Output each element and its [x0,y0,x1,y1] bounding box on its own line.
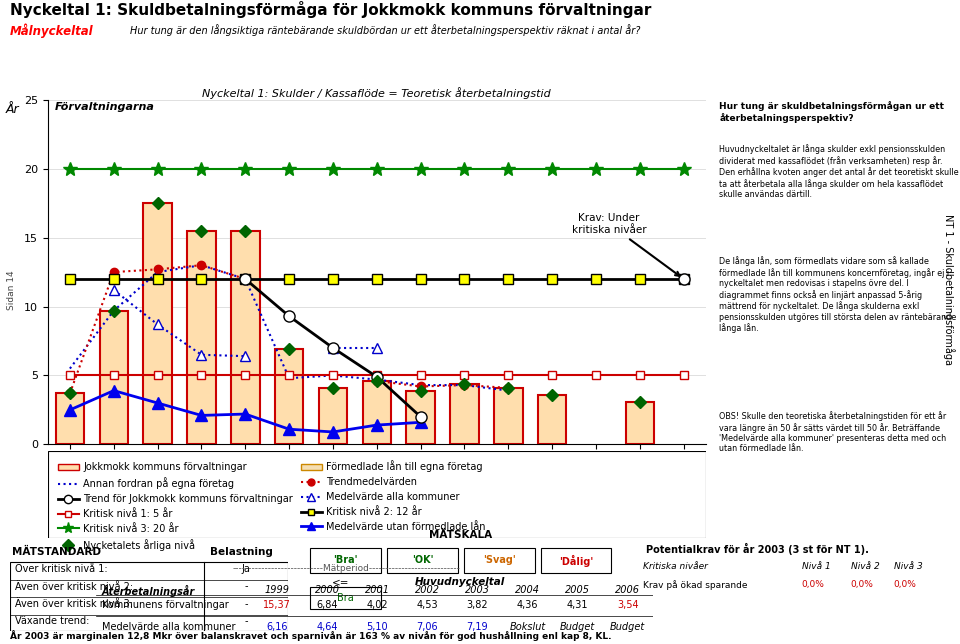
Text: Bra: Bra [337,593,354,603]
Text: 2003: 2003 [465,585,490,595]
FancyBboxPatch shape [48,451,706,538]
FancyBboxPatch shape [464,547,535,573]
Text: -: - [245,599,248,609]
Text: Sidan 14: Sidan 14 [7,270,16,310]
FancyBboxPatch shape [310,587,381,609]
Text: 'Dålig': 'Dålig' [559,554,593,567]
Text: 3,82: 3,82 [467,600,489,611]
Text: Kommunens förvaltningar: Kommunens förvaltningar [102,600,228,611]
Bar [319,388,348,444]
Text: 2000: 2000 [315,585,340,595]
Text: År 2003 är marginalen 12,8 Mkr över balanskravet och sparnivån är 163 % av nivån: År 2003 är marginalen 12,8 Mkr över bala… [10,630,612,641]
Bar [187,231,216,444]
FancyBboxPatch shape [540,547,612,573]
Text: Medelvärde alla kommuner: Medelvärde alla kommuner [102,621,235,632]
Text: Belastning: Belastning [210,547,273,557]
FancyBboxPatch shape [310,547,381,573]
Text: OBS! Skulle den teoretiska återbetalningstiden för ett år vara längre än 50 år s: OBS! Skulle den teoretiska återbetalning… [719,412,947,453]
Bar [56,393,84,444]
Text: 6,84: 6,84 [317,600,338,611]
Text: Förvaltningarna: Förvaltningarna [55,102,155,111]
Title: Nyckeltal 1: Skulder / Kassaflöde = Teoretisk återbetalningstid: Nyckeltal 1: Skulder / Kassaflöde = Teor… [203,87,551,99]
Text: Nivå 3: Nivå 3 [894,562,923,571]
Text: Nivå 2: Nivå 2 [851,562,879,571]
Text: Budget: Budget [611,621,645,632]
Text: Även över kritisk nivå 2:: Även över kritisk nivå 2: [15,582,133,592]
Text: 7,06: 7,06 [417,621,438,632]
Text: Nyckeltal 1: Skuldbetalningsförmåga för Jokkmokk kommuns förvaltningar: Nyckeltal 1: Skuldbetalningsförmåga för … [10,1,651,18]
Bar [406,391,435,444]
Text: Huvudnyckeltalet är långa skulder exkl pensionsskulden dividerat med kassaflödet: Huvudnyckeltalet är långa skulder exkl p… [719,145,959,199]
Bar [626,402,654,444]
Text: -: - [245,582,248,592]
Text: Återbetalningsår: Återbetalningsår [102,585,195,597]
Text: 2002: 2002 [415,585,440,595]
Text: Kritiska nivåer: Kritiska nivåer [643,562,708,571]
Text: MÄTSTANDARD: MÄTSTANDARD [12,547,102,557]
Text: 4,36: 4,36 [516,600,539,611]
Text: 2001: 2001 [365,585,390,595]
Bar [538,395,566,444]
Bar [143,204,172,444]
Bar [494,388,522,444]
Text: 'OK': 'OK' [412,556,433,565]
Text: 'Svag': 'Svag' [483,556,516,565]
Text: 0,0%: 0,0% [851,580,874,589]
Text: ----------------------------Mätperiod----------------------------: ----------------------------Mätperiod---… [232,564,461,573]
Text: 4,31: 4,31 [567,600,588,611]
Text: 7,19: 7,19 [467,621,489,632]
Text: 5,10: 5,10 [367,621,388,632]
Text: MÄTSKALA: MÄTSKALA [429,529,492,540]
Text: <=: <= [332,577,349,587]
Text: -: - [245,616,248,627]
Text: 'Bra': 'Bra' [333,556,358,565]
Legend: Jokkmokk kommuns förvaltningar, Annan fordran på egna företag, Trend för Jokkmok: Jokkmokk kommuns förvaltningar, Annan fo… [53,456,491,555]
Bar [450,384,479,444]
Text: 0,0%: 0,0% [894,580,917,589]
Text: Hur tung är skuldbetalningsförmågan ur ett återbetalningsperspektiv?: Hur tung är skuldbetalningsförmågan ur e… [719,102,945,123]
Text: 4,64: 4,64 [317,621,338,632]
Text: Över kritisk nivå 1:: Över kritisk nivå 1: [15,564,108,574]
FancyBboxPatch shape [387,547,458,573]
Text: Budget: Budget [560,621,595,632]
Text: 6,16: 6,16 [266,621,288,632]
Text: 2004: 2004 [515,585,540,595]
FancyBboxPatch shape [10,562,288,631]
Text: Huvudnyckeltal: Huvudnyckeltal [415,577,505,587]
Text: Ja: Ja [242,564,251,574]
Text: NT 1 - Skuldbetalningsförmåga: NT 1 - Skuldbetalningsförmåga [943,214,954,365]
Text: Krav på ökad sparande: Krav på ökad sparande [643,580,748,590]
Text: Hur tung är den långsiktiga räntebärande skuldbördan ur ett återbetalningsperspe: Hur tung är den långsiktiga räntebärande… [130,24,640,35]
Text: År: År [5,103,19,117]
Text: 1999: 1999 [264,585,290,595]
Text: 2005: 2005 [565,585,590,595]
Bar [363,381,391,444]
Text: 2006: 2006 [615,585,640,595]
Text: 0,0%: 0,0% [802,580,825,589]
Text: 3,54: 3,54 [617,600,638,611]
Text: Även över kritisk nivå 3:: Även över kritisk nivå 3: [15,599,133,609]
Text: De långa lån, som förmedlats vidare som så kallade förmedlade lån till kommunens: De långa lån, som förmedlats vidare som … [719,256,956,333]
Bar [100,310,128,444]
Text: Målnyckeltal: Målnyckeltal [10,24,93,39]
Bar [275,349,303,444]
Text: Nivå 1: Nivå 1 [802,562,830,571]
Bar [231,231,259,444]
Text: Potentialkrav för år 2003 (3 st för NT 1).: Potentialkrav för år 2003 (3 st för NT 1… [646,543,869,555]
Text: Krav: Under
kritiska nivåer: Krav: Under kritiska nivåer [572,213,680,276]
Text: 15,37: 15,37 [263,600,291,611]
Text: 4,02: 4,02 [367,600,388,611]
Text: 4,53: 4,53 [417,600,438,611]
Text: Växande trend:: Växande trend: [15,616,89,627]
Text: Bokslut: Bokslut [510,621,545,632]
